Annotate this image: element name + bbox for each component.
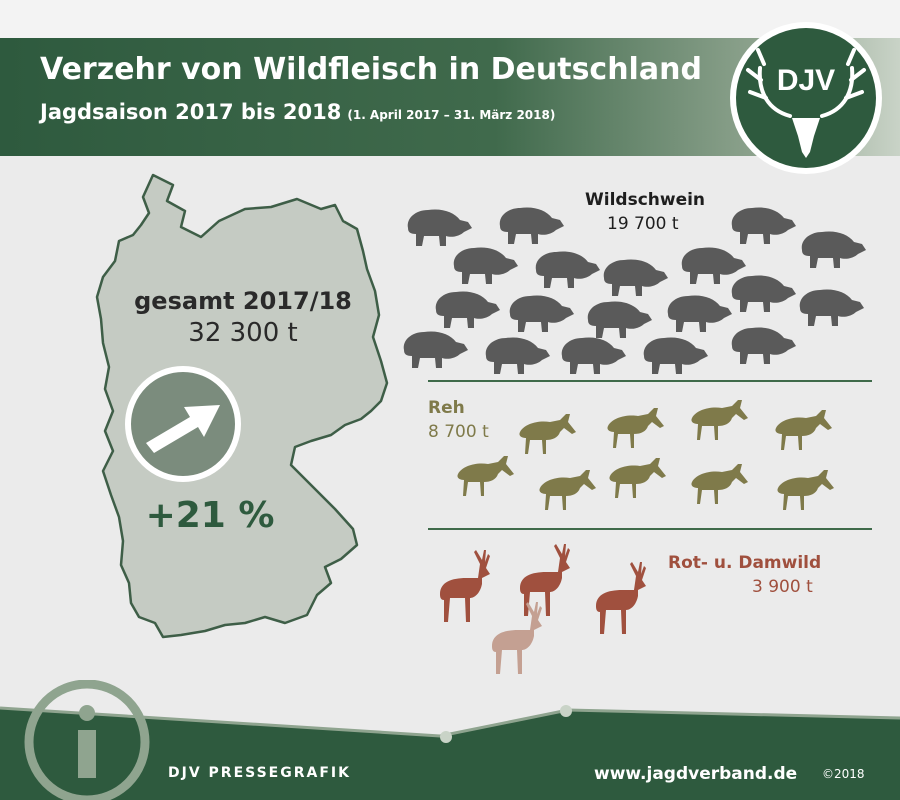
species-name-rotwild: Rot- u. Damwild <box>668 553 822 573</box>
footer-band <box>0 680 900 800</box>
species-name-wildschwein: Wildschwein <box>585 190 706 210</box>
species-value-wildschwein: 19 700 t <box>607 214 679 234</box>
djv-logo: DJV <box>730 22 882 174</box>
season-period: (1. April 2017 – 31. März 2018) <box>347 108 556 122</box>
species-name-reh: Reh <box>428 398 465 418</box>
species-value-reh: 8 700 t <box>428 422 489 442</box>
page-title: Verzehr von Wildfleisch in Deutschland <box>40 52 702 87</box>
divider-2 <box>428 528 872 530</box>
red-deer-icons <box>440 544 646 674</box>
footer-url-link[interactable]: www.jagdverband.de <box>594 764 798 784</box>
antlers-icon <box>746 48 866 118</box>
info-icon <box>24 680 150 800</box>
header-top-strip <box>0 0 900 38</box>
footer-copyright: ©2018 <box>822 767 865 781</box>
footer-label: DJV PRESSEGRAFIK <box>168 765 351 781</box>
species-pictograms <box>403 207 872 674</box>
total-label: gesamt 2017/18 <box>134 287 352 315</box>
season-label: Jagdsaison 2017 bis 2018 <box>40 100 342 124</box>
trend-up-arrow-icon <box>125 366 241 482</box>
stag-head-icon <box>792 118 820 158</box>
divider-1 <box>428 380 872 382</box>
species-value-rotwild: 3 900 t <box>752 577 813 597</box>
total-value: 32 300 t <box>188 318 298 348</box>
page-subtitle: Jagdsaison 2017 bis 2018 (1. April 2017 –… <box>40 100 555 124</box>
change-percent: +21 % <box>145 495 275 536</box>
logo-text: DJV <box>777 64 835 97</box>
germany-map <box>95 173 389 639</box>
roe-deer-icons <box>457 400 834 510</box>
